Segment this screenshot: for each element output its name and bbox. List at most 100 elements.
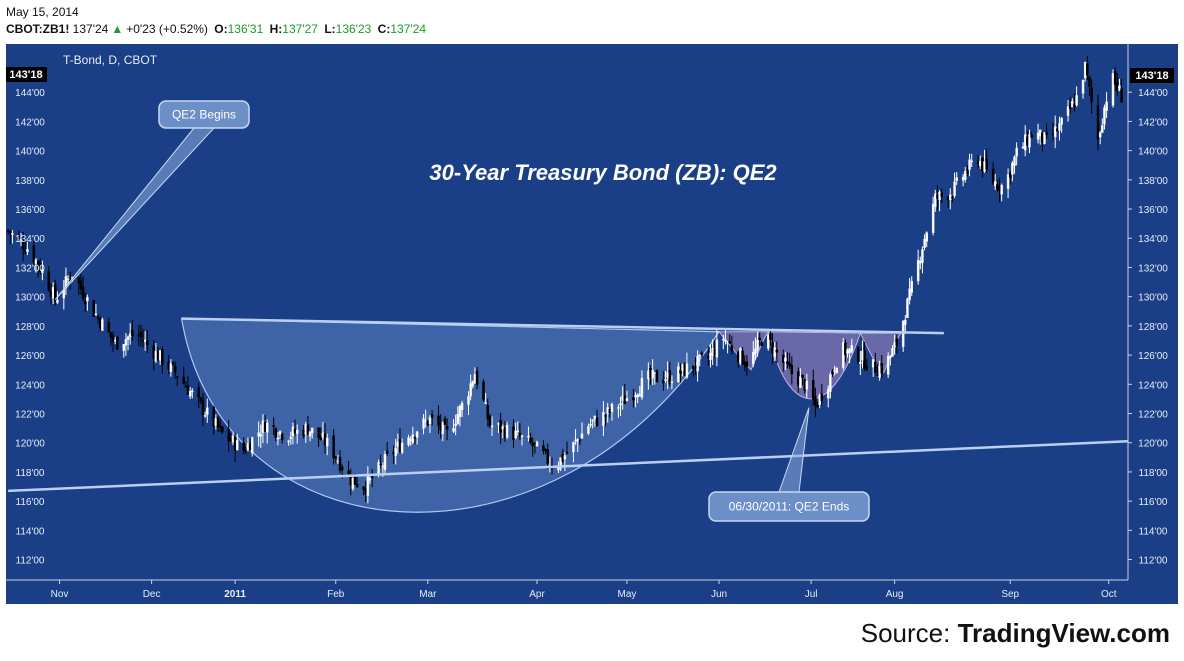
candle-body (94, 313, 98, 316)
candle-body (1098, 132, 1102, 138)
candle (685, 352, 689, 380)
candle (563, 452, 567, 471)
candle-body (533, 442, 537, 445)
candle-body (409, 439, 412, 441)
qe2-ends-callout-label: 06/30/2011: QE2 Ends (729, 500, 850, 514)
candle (1028, 129, 1031, 154)
candle-body (709, 352, 712, 360)
candle-body (310, 427, 314, 434)
candle (66, 275, 70, 284)
candle-body (26, 249, 29, 253)
candle-body (602, 411, 605, 427)
candle (96, 313, 100, 324)
candle-body (248, 443, 252, 451)
candle-body (625, 398, 629, 401)
candle (368, 476, 372, 484)
candle (458, 404, 462, 427)
candle (964, 166, 967, 183)
up-arrow-icon: ▲ (111, 22, 124, 36)
candle-body (743, 361, 746, 366)
last-price-left-tag: 143'18 (6, 67, 47, 82)
candle-body (291, 426, 295, 436)
candle-body (666, 371, 669, 379)
qe2-begins-callout-box (158, 100, 250, 129)
candle (1013, 155, 1016, 174)
candle (934, 189, 937, 212)
y-tick-label-right: 142'00 (1138, 117, 1168, 128)
candle (610, 402, 614, 421)
candle (1075, 86, 1078, 107)
candle-body (1066, 106, 1070, 116)
candle (1103, 104, 1106, 130)
qe2-ends-callout-box (708, 491, 870, 522)
candle (201, 392, 205, 427)
y-tick-label-left: 140'00 (15, 147, 45, 158)
candle-body (619, 403, 622, 406)
candle (317, 427, 320, 447)
candle-body (587, 426, 590, 434)
candle-body (979, 160, 982, 167)
y-tick-label-right: 144'00 (1138, 88, 1168, 99)
candle (86, 294, 89, 311)
candle-body (1068, 104, 1072, 110)
candle-body (1011, 162, 1014, 175)
candle-body (501, 426, 505, 430)
candle (953, 172, 956, 199)
candle-body (347, 470, 350, 474)
candle (242, 437, 245, 455)
price-chart[interactable]: 112'00 112'00 114'00 114'00 116'00 116'00 118'… (6, 44, 1178, 604)
candle-body (955, 177, 958, 182)
candle-body (349, 477, 352, 486)
candle-body (124, 339, 128, 346)
candle (790, 356, 794, 385)
close-value: 137'24 (390, 22, 426, 36)
candle-body (889, 355, 892, 359)
candle-body (546, 449, 549, 464)
candle-body (542, 445, 545, 452)
change-value: +0'23 (+0.52%) (126, 22, 208, 36)
candle-body (171, 362, 175, 365)
candle-body (392, 451, 395, 455)
candle-body (649, 367, 652, 378)
candle-body (154, 350, 158, 362)
candle-body (518, 432, 522, 437)
candle (880, 355, 884, 379)
candle (41, 260, 44, 281)
candle-body (304, 424, 308, 435)
candle-body (1111, 73, 1115, 106)
candle-body (998, 185, 1001, 191)
candle-body (968, 159, 971, 170)
candle-body (976, 161, 980, 165)
candle (21, 231, 25, 261)
candle (1073, 93, 1076, 112)
y-tick-label-right: 124'00 (1138, 380, 1168, 391)
candle (587, 423, 590, 436)
candle-body (677, 366, 680, 383)
candle-body (1045, 132, 1048, 135)
candle (829, 371, 832, 399)
candle-body (811, 380, 815, 400)
candle (1101, 118, 1104, 134)
candle (332, 429, 335, 465)
support-trendline (8, 440, 1128, 493)
candle (471, 380, 475, 389)
candle-body (319, 436, 323, 441)
candle-body (574, 439, 577, 442)
candle-body (92, 300, 96, 317)
candle (11, 229, 14, 244)
candle (413, 436, 417, 445)
candle (865, 358, 869, 371)
candle (351, 477, 355, 491)
candle (1120, 78, 1123, 103)
candle-body (696, 355, 699, 372)
candle-body (685, 363, 689, 378)
y-tick-label-left: 112'00 (16, 556, 45, 567)
candle-body (353, 473, 357, 485)
candle (355, 476, 359, 489)
candle-body (591, 420, 594, 422)
last-price-right-tag: 143'18 (1130, 68, 1174, 83)
candle-body (473, 373, 477, 384)
candle (379, 454, 382, 469)
candle-body (919, 260, 922, 264)
candle-body (831, 371, 834, 374)
